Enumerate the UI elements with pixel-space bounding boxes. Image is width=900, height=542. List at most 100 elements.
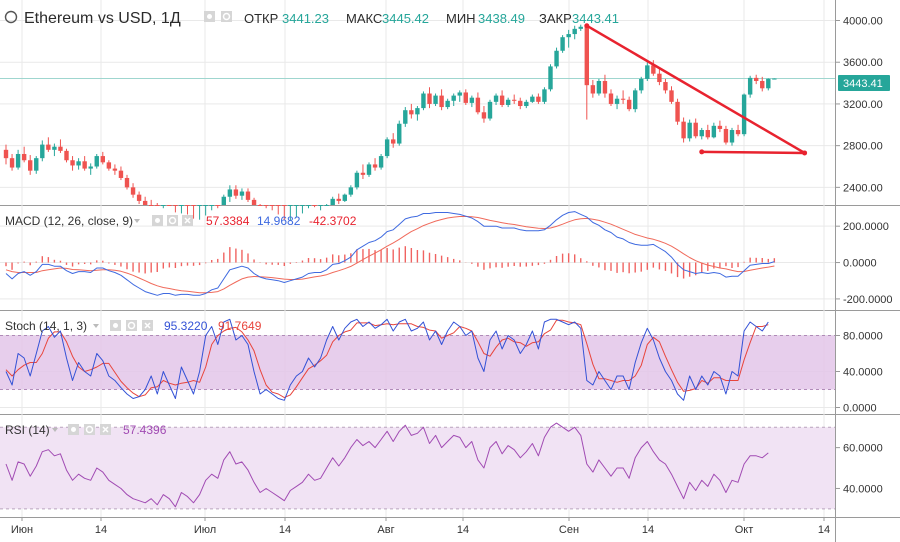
collapse-legend-icon[interactable] (4, 10, 18, 24)
low-value: 3438.49 (478, 11, 525, 26)
candle-body (766, 78, 771, 89)
settings-icon[interactable] (221, 11, 232, 22)
candle (366, 162, 372, 177)
candle-body (717, 125, 723, 129)
trendline-handle[interactable] (699, 149, 705, 155)
time-tick-label: 14 (818, 524, 830, 536)
stoch-close-icon[interactable] (142, 320, 153, 331)
candle-body (457, 92, 462, 96)
candle-body (149, 205, 154, 206)
candle-body (9, 158, 15, 168)
candle-body (566, 34, 571, 38)
candle (711, 122, 717, 139)
candle-body (58, 146, 63, 151)
stoch-dropdown-icon[interactable] (93, 324, 99, 328)
open-label: ОТКР (244, 11, 278, 26)
time-tick-label: 14 (95, 524, 107, 536)
macd-legend: MACD (12, 26, close, 9) 57.3384 14.9682 … (5, 214, 357, 228)
macd-close-icon[interactable] (182, 215, 193, 226)
candle (639, 76, 644, 94)
price-tick-label: 2800.00 (843, 141, 883, 153)
candle-body (530, 96, 535, 102)
candle (499, 90, 505, 108)
candle-body (21, 153, 27, 161)
candle (554, 47, 559, 69)
candle-body (524, 101, 529, 107)
candle-body (372, 164, 378, 168)
candle-body (626, 99, 632, 110)
candle (681, 117, 686, 143)
rsi-line (5, 422, 769, 508)
candle (64, 148, 69, 163)
candle-body (185, 205, 190, 206)
candle-body (675, 101, 680, 122)
rsi-visibility-icon[interactable] (68, 424, 79, 435)
rsi-settings-icon[interactable] (84, 424, 95, 435)
candle-body (76, 161, 81, 166)
candle (348, 185, 354, 197)
candle-body (360, 172, 366, 175)
candle-body (342, 194, 347, 201)
candle-body (179, 205, 184, 206)
macd-title: MACD (12, 26, close, 9) (5, 214, 133, 228)
stoch-k-line (5, 318, 769, 401)
candle (620, 90, 626, 104)
candle-body (227, 189, 233, 197)
candle (633, 88, 638, 113)
candle-body (445, 100, 450, 108)
trendline-handle[interactable] (584, 23, 590, 29)
candle-body (505, 99, 511, 105)
candle (360, 164, 366, 180)
macd-series (5, 211, 776, 296)
macd-value-2: 14.9682 (257, 214, 301, 228)
candle-body (330, 198, 335, 205)
stoch-settings-icon[interactable] (126, 320, 137, 331)
candle (614, 95, 620, 110)
stoch-tick-label: 80.0000 (843, 331, 883, 343)
candle-body (118, 170, 124, 178)
candle (161, 205, 166, 209)
candle-body (548, 66, 553, 90)
candle (754, 74, 759, 85)
candle (118, 166, 124, 181)
candle (427, 87, 432, 109)
stoch-tick-label: 40.0000 (843, 367, 883, 379)
candle (270, 205, 275, 211)
candle (608, 89, 614, 107)
candle (40, 140, 45, 162)
candle (403, 107, 408, 127)
candle (100, 151, 105, 165)
price-tick-label: 3200.00 (843, 99, 883, 111)
candle (760, 76, 765, 92)
candle-body (324, 205, 329, 206)
candle-body (741, 94, 747, 135)
candle-body (512, 99, 517, 101)
macd-line (5, 211, 775, 296)
candle (245, 188, 251, 202)
candle (717, 120, 723, 133)
candle (257, 204, 263, 206)
candle-body (663, 82, 668, 91)
visibility-icon[interactable] (204, 11, 215, 22)
candle (276, 205, 281, 215)
candle-body (348, 187, 354, 195)
trendline-handle[interactable] (802, 150, 808, 156)
trendline-base[interactable] (701, 150, 805, 155)
candle-body (608, 93, 614, 104)
candle (52, 143, 57, 157)
candle (439, 89, 444, 111)
rsi-close-icon[interactable] (100, 424, 111, 435)
stoch-visibility-icon[interactable] (110, 320, 121, 331)
macd-visibility-icon[interactable] (152, 215, 163, 226)
candle (306, 205, 311, 209)
macd-settings-icon[interactable] (167, 215, 178, 226)
trendline-drawing[interactable] (584, 23, 808, 156)
trendline-down[interactable] (586, 24, 806, 155)
candle (282, 205, 287, 220)
rsi-dropdown-icon[interactable] (52, 428, 58, 432)
candle-body (633, 90, 638, 110)
candle (723, 125, 729, 145)
candle (772, 78, 777, 80)
macd-dropdown-icon[interactable] (134, 219, 140, 223)
macd-tick-label: 200.0000 (843, 221, 889, 233)
